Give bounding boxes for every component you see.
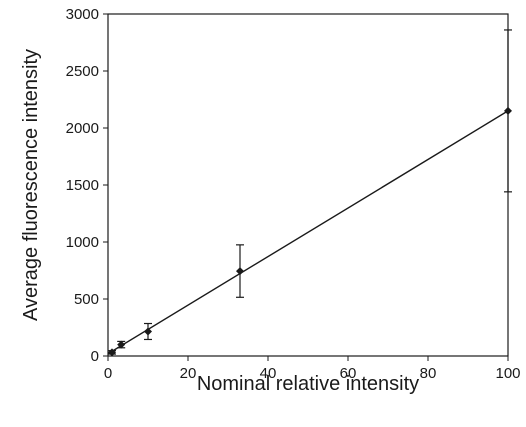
x-tick-label: 100 [495, 365, 520, 382]
fit-line [107, 110, 509, 355]
y-tick-label: 1500 [66, 177, 99, 194]
y-axis-title: Average fluorescence intensity [20, 49, 42, 321]
data-point-diamond [117, 340, 126, 349]
y-tick-label: 0 [91, 348, 99, 365]
y-ticks: 0 500 1000 1500 2000 2500 3000 [66, 6, 108, 365]
y-tick-label: 2500 [66, 63, 99, 80]
x-tick-label: 0 [104, 365, 112, 382]
fit-line-group [107, 110, 509, 355]
data-points [108, 106, 512, 357]
x-axis-title: Nominal relative intensity [197, 373, 419, 395]
axes [107, 13, 509, 357]
error-bars [108, 29, 512, 355]
x-tick-label: 40 [260, 365, 277, 382]
x-tick-label: 80 [420, 365, 437, 382]
y-tick-label: 2000 [66, 120, 99, 137]
x-tick-label: 60 [340, 365, 357, 382]
y-tick-label: 1000 [66, 234, 99, 251]
x-ticks: 0 20 40 60 80 100 [104, 356, 521, 382]
plot-frame [107, 13, 509, 357]
data-point-diamond [108, 348, 116, 357]
data-point-diamond [144, 327, 152, 336]
y-tick-label: 3000 [66, 6, 99, 23]
data-point-diamond [236, 267, 244, 276]
data-point-diamond [504, 106, 512, 115]
x-tick-label: 20 [180, 365, 197, 382]
y-tick-label: 500 [74, 291, 99, 308]
